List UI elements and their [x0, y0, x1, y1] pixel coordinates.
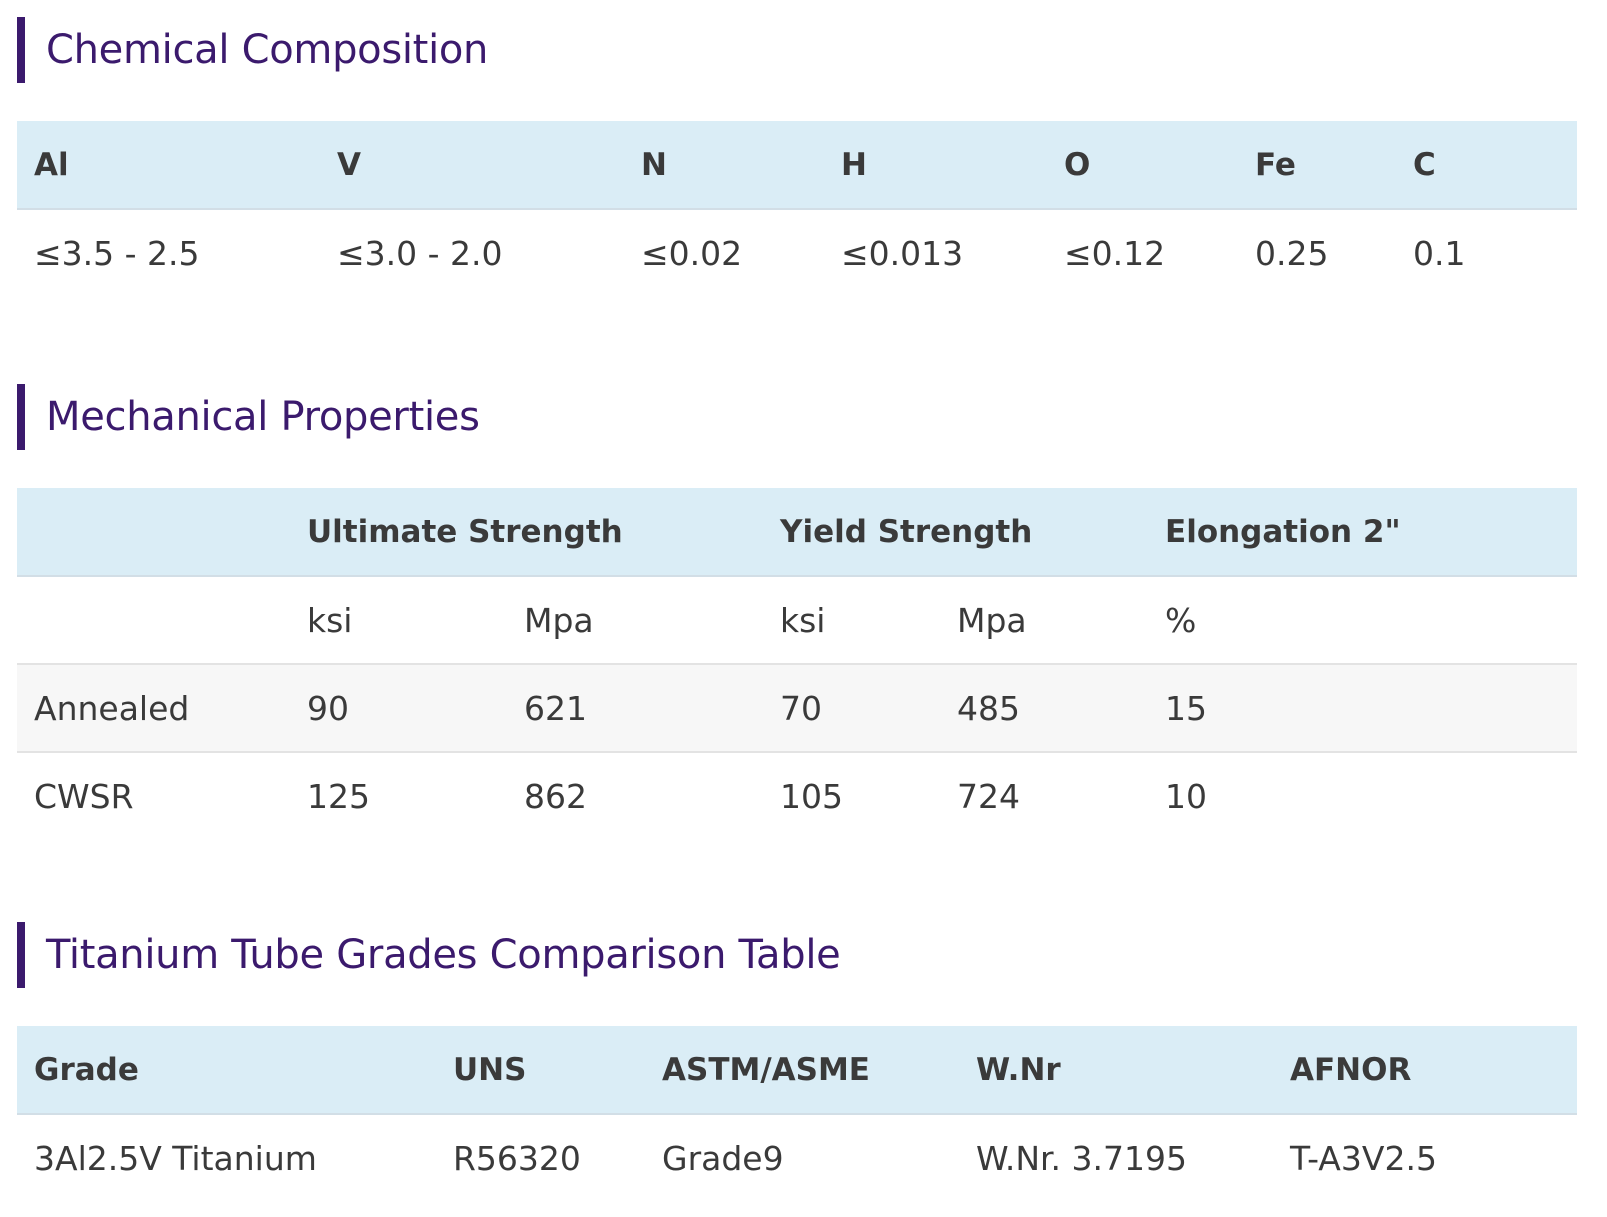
- chemical-section: Chemical Composition Al V N H O Fe C ≤3.…: [17, 17, 1577, 297]
- table-cell: 15: [1148, 664, 1578, 753]
- chemical-value-v: ≤3.0 - 2.0: [337, 233, 503, 273]
- table-row: CWSR 125 862 105 724 10: [17, 752, 1577, 839]
- chemical-header-fe: Fe: [1238, 121, 1396, 210]
- grades-table: Grade UNS ASTM/ASME W.Nr AFNOR 3Al2.5V T…: [17, 1026, 1577, 1201]
- chemical-value-h: ≤0.013: [841, 233, 964, 273]
- mechanical-section: Mechanical Properties Ultimate Strength …: [17, 384, 1578, 824]
- table-cell: Annealed: [17, 664, 290, 753]
- mechanical-header-yield: Yield Strength: [763, 488, 1149, 577]
- table-cell: T-A3V2.5: [1290, 1138, 1437, 1178]
- grades-header-grade: Grade: [17, 1026, 436, 1115]
- chemical-header-v: V: [320, 121, 624, 210]
- chemical-header-n: N: [624, 121, 824, 210]
- table-cell: 621: [507, 664, 763, 753]
- grades-header-afnor: AFNOR: [1273, 1026, 1577, 1115]
- table-cell: 105: [780, 776, 843, 816]
- chemical-table: Al V N H O Fe C ≤3.5 - 2.5 ≤3.0 - 2.0 ≤0…: [17, 121, 1577, 296]
- mechanical-header-ultimate: Ultimate Strength: [290, 488, 763, 577]
- table-cell: 485: [940, 664, 1149, 753]
- table-cell: R56320: [453, 1138, 581, 1178]
- table-cell: 125: [307, 776, 370, 816]
- grades-header-row: Grade UNS ASTM/ASME W.Nr AFNOR: [17, 1026, 1577, 1115]
- mechanical-header-row: Ultimate Strength Yield Strength Elongat…: [17, 488, 1578, 577]
- chemical-value-al: ≤3.5 - 2.5: [34, 233, 200, 273]
- unit-cell: [17, 576, 290, 665]
- chemical-header-o: O: [1047, 121, 1238, 210]
- chemical-header-h: H: [824, 121, 1047, 210]
- table-cell: 862: [524, 776, 587, 816]
- mechanical-heading: Mechanical Properties: [17, 384, 1577, 450]
- unit-cell: Mpa: [507, 576, 763, 665]
- grades-heading: Titanium Tube Grades Comparison Table: [17, 922, 1577, 988]
- chemical-value-c: 0.1: [1413, 233, 1466, 273]
- grades-header-wnr: W.Nr: [959, 1026, 1273, 1115]
- table-cell: 10: [1165, 776, 1208, 816]
- unit-cell: ksi: [290, 576, 507, 665]
- grades-header-uns: UNS: [436, 1026, 645, 1115]
- chemical-value-o: ≤0.12: [1064, 233, 1166, 273]
- chemical-header-al: Al: [17, 121, 320, 210]
- mechanical-header-elongation: Elongation 2": [1148, 488, 1578, 577]
- mechanical-table: Ultimate Strength Yield Strength Elongat…: [17, 488, 1578, 839]
- table-cell: CWSR: [34, 776, 134, 816]
- chemical-header-c: C: [1396, 121, 1577, 210]
- table-cell: 90: [290, 664, 507, 753]
- table-cell: W.Nr. 3.7195: [976, 1138, 1188, 1178]
- unit-cell: ksi: [763, 576, 940, 665]
- chemical-value-fe: 0.25: [1255, 233, 1329, 273]
- table-cell: Grade9: [662, 1138, 784, 1178]
- table-row: ≤3.5 - 2.5 ≤3.0 - 2.0 ≤0.02 ≤0.013 ≤0.12…: [17, 209, 1577, 296]
- grades-section: Titanium Tube Grades Comparison Table Gr…: [17, 922, 1577, 1217]
- table-row: ksi Mpa ksi Mpa %: [17, 576, 1578, 665]
- unit-cell: Mpa: [940, 576, 1149, 665]
- table-cell: 70: [763, 664, 940, 753]
- chemical-heading: Chemical Composition: [17, 17, 1577, 83]
- table-cell: 724: [957, 776, 1020, 816]
- chemical-value-n: ≤0.02: [641, 233, 743, 273]
- table-row: 3Al2.5V Titanium R56320 Grade9 W.Nr. 3.7…: [17, 1114, 1577, 1201]
- unit-cell: %: [1148, 576, 1578, 665]
- grades-header-astm: ASTM/ASME: [645, 1026, 959, 1115]
- table-row: Annealed 90 621 70 485 15: [17, 664, 1578, 753]
- chemical-header-row: Al V N H O Fe C: [17, 121, 1577, 210]
- mechanical-header-blank: [17, 488, 290, 577]
- table-cell: 3Al2.5V Titanium: [34, 1138, 317, 1178]
